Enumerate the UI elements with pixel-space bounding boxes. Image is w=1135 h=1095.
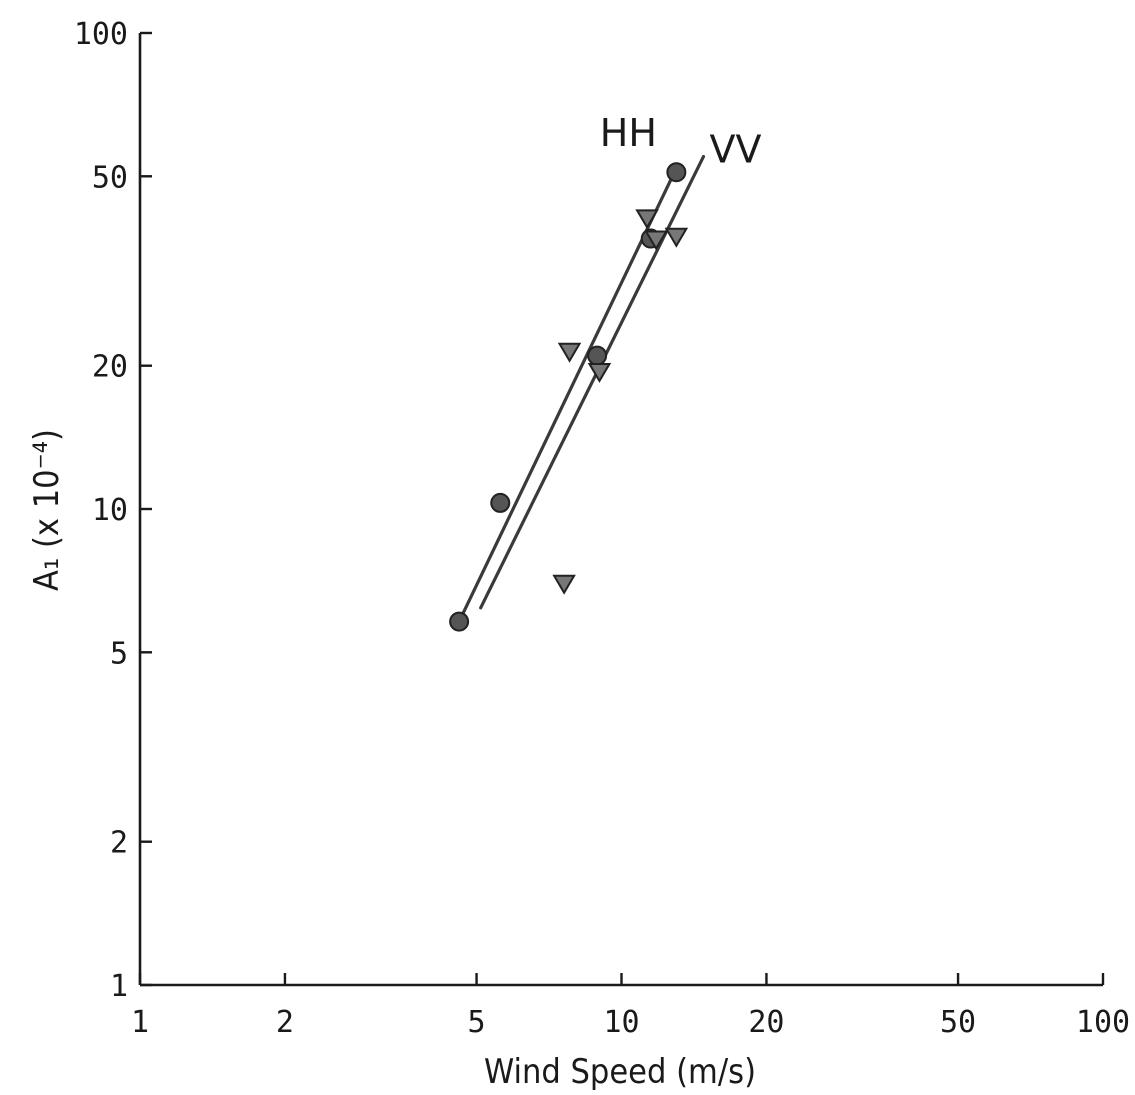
data-point-triangle xyxy=(557,342,582,363)
x-tick-label: 5 xyxy=(468,1005,486,1040)
series-label-vv: VV xyxy=(709,128,761,172)
y-tick-label: 20 xyxy=(92,350,128,385)
data-point-triangle xyxy=(587,362,612,383)
y-tick-label: 1 xyxy=(110,969,128,1004)
axes xyxy=(138,33,1103,987)
data-point-triangle xyxy=(635,209,659,230)
ticks: 1 2 5 10 20 50 100 1 2 5 10 20 50 100 xyxy=(74,17,1130,1040)
y-axis-title: A₁ (x 10⁻⁴) xyxy=(27,429,67,591)
x-tick-label: 2 xyxy=(276,1005,294,1040)
data-points xyxy=(449,162,689,632)
y-tick-label: 2 xyxy=(110,826,128,861)
data-point-triangle xyxy=(552,574,576,595)
data-point-circle xyxy=(490,492,511,513)
y-tick-label: 5 xyxy=(110,636,128,671)
fit-line-vv xyxy=(479,154,706,610)
fit-lines xyxy=(457,154,706,624)
x-tick-label: 20 xyxy=(748,1005,784,1040)
y-tick-label: 50 xyxy=(92,160,128,195)
data-point-circle xyxy=(587,345,608,366)
y-tick-label: 100 xyxy=(74,17,128,52)
x-axis-title: Wind Speed (m/s) xyxy=(484,1052,756,1092)
data-point-triangle xyxy=(644,230,668,251)
series-labels: HH VV xyxy=(600,111,762,171)
data-point-circle xyxy=(666,162,687,183)
x-tick-label: 10 xyxy=(603,1005,639,1040)
fit-line-hh xyxy=(457,166,678,624)
x-tick-label: 50 xyxy=(940,1005,976,1040)
series-label-hh: HH xyxy=(600,111,657,155)
data-point-triangle xyxy=(664,227,689,248)
data-point-circle xyxy=(449,611,470,632)
x-tick-label: 1 xyxy=(131,1005,149,1040)
x-tick-label: 100 xyxy=(1076,1005,1130,1040)
y-tick-label: 10 xyxy=(92,493,128,528)
